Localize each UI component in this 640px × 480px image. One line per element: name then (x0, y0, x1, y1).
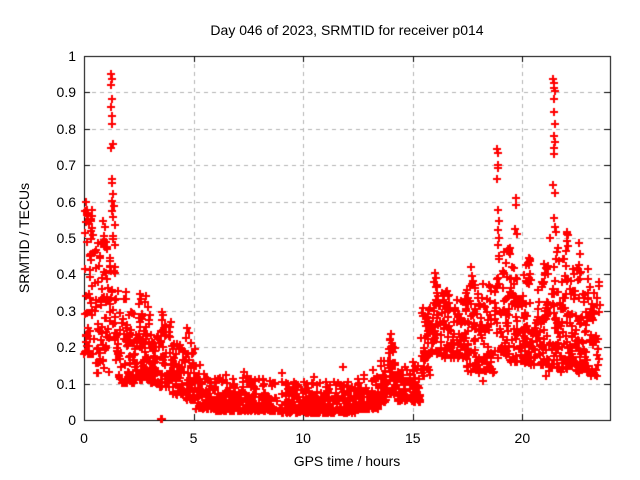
x-tick-label: 20 (514, 430, 531, 446)
y-tick-label: 0.8 (56, 120, 76, 137)
x-tick-label: 0 (80, 430, 88, 446)
x-tick-label: 15 (404, 430, 421, 446)
y-tick-label: 0.3 (56, 302, 76, 319)
x-tick-label: 5 (189, 430, 198, 446)
x-axis-label: GPS time / hours (293, 453, 401, 469)
y-tick-label: 0.9 (56, 84, 76, 101)
y-tick-label: 0.6 (56, 193, 76, 210)
y-tick-label: 0 (68, 412, 76, 428)
y-tick-label: 0.7 (56, 157, 76, 174)
y-tick-label: 0.2 (56, 339, 76, 356)
y-tick-label: 1 (68, 48, 76, 64)
y-tick-label: 0.5 (56, 230, 76, 246)
y-tick-label: 0.4 (56, 266, 76, 283)
y-tick-label: 0.1 (56, 375, 76, 392)
x-tick-label: 10 (295, 430, 311, 446)
chart-title: Day 046 of 2023, SRMTID for receiver p01… (210, 22, 484, 38)
